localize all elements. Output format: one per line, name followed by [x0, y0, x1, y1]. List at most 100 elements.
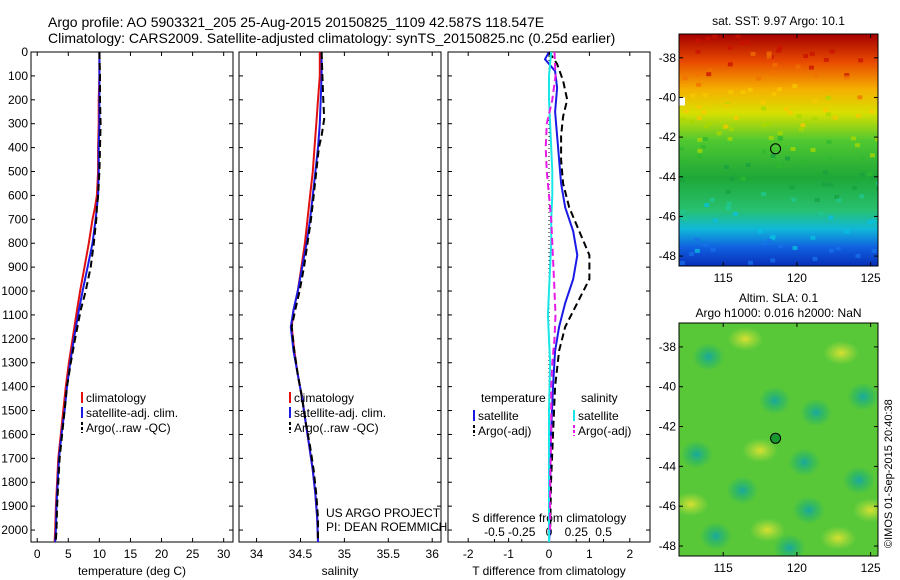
sla-low [842, 466, 875, 495]
map-x-tick-label: 125 [861, 271, 881, 285]
sst-pixel [703, 124, 709, 129]
sst-pixel [696, 115, 702, 120]
sst-pixel [770, 234, 776, 239]
sst-pixel [787, 110, 793, 115]
sst-pixel [695, 71, 701, 76]
legend-label: satellite-adj. clim. [294, 406, 386, 420]
y-tick-label: 1100 [2, 308, 28, 322]
legend-label: satellite-adj. clim. [86, 406, 178, 420]
sst-pixel [757, 229, 763, 234]
sst-pixel [855, 253, 861, 258]
sst-pixel [727, 45, 733, 50]
sst-pixel [762, 241, 768, 246]
sst-pixel [695, 38, 701, 43]
panel-difference: -2 -1 0 1 2T difference from climatology -0.5… [447, 51, 651, 578]
legend-label: climatology [86, 391, 146, 405]
sst-pixel [777, 131, 783, 136]
plot-frame-salinity [238, 51, 442, 543]
sst-pixel [772, 63, 778, 68]
map-x-tick-label: 120 [787, 271, 807, 285]
sst-pixel [727, 62, 733, 67]
legend-label: Argo(..raw -QC) [86, 421, 171, 435]
timestamp-stamp: ©IMOS 01-Sep-2015 20:40:38 [883, 399, 895, 548]
sst-pixel [726, 201, 732, 206]
sst-pixel [813, 73, 819, 78]
sst-pixel [823, 170, 829, 175]
credit-project: US ARGO PROJECT [326, 506, 441, 520]
x-tick-label: 20 [155, 547, 169, 561]
sst-pixel [680, 209, 686, 214]
sst-pixel [689, 119, 695, 124]
x-tick-label: 1 [586, 547, 593, 561]
legend-label: climatology [294, 391, 354, 405]
sst-pixel [818, 211, 824, 216]
sst-pixel [728, 127, 734, 132]
sla-high [852, 498, 878, 523]
s-tick-label: -0.5 [484, 525, 505, 539]
sst-pixel [761, 149, 767, 154]
sst-pixel [682, 76, 688, 81]
x-tick-label: 30 [217, 547, 231, 561]
sst-pixel [771, 92, 777, 97]
sst-pixel [870, 175, 876, 180]
sst-pixel [809, 51, 815, 56]
sst-pixel [858, 58, 864, 63]
series-salinity-argo-adj- [544, 51, 557, 530]
y-tick-label: 100 [8, 69, 28, 83]
plot-frame-temperature [30, 51, 234, 543]
sla-low [680, 440, 713, 469]
sst-pixel [771, 70, 777, 75]
argo-location-marker [770, 432, 782, 444]
sst-pixel [679, 260, 685, 265]
sla-high [820, 526, 857, 551]
sst-pixel [812, 256, 818, 261]
y-tick-label: 1200 [1, 332, 28, 346]
sst-pixel [869, 109, 875, 114]
sst-pixel [683, 109, 689, 114]
sst-pixel [733, 115, 739, 120]
legend-label: satellite [578, 409, 619, 423]
series-argo-raw-qc- [54, 51, 102, 540]
sst-pixel [706, 72, 712, 77]
sst-pixel [768, 135, 774, 140]
x-tick-label: 0 [34, 547, 41, 561]
sst-pixel [770, 153, 776, 158]
sst-pixel [857, 95, 863, 100]
sst-pixel [760, 99, 766, 104]
map-field-sst_map [679, 34, 878, 266]
legend-title-temperature: temperature [481, 391, 546, 405]
sst-pixel [694, 237, 700, 242]
sst-pixel [859, 156, 865, 161]
map-x-tick-label: 125 [861, 561, 881, 575]
sst-pixel [710, 247, 716, 252]
sst-pixel [859, 173, 865, 178]
sst-pixel [776, 87, 782, 92]
y-tick-label: 1400 [1, 380, 28, 394]
sla-low [758, 386, 791, 415]
y-tick-label: 200 [8, 93, 28, 107]
sst-pixel [876, 230, 878, 235]
y-tick-label: 700 [8, 212, 28, 226]
sst-pixel [747, 87, 753, 92]
series-satellite-adj-clim- [54, 52, 101, 543]
map-y-tick-label: -38 [659, 51, 677, 65]
sst-pixel [876, 186, 878, 191]
sst-pixel [854, 143, 860, 148]
sst-pixel [823, 57, 829, 62]
argo-location-marker [770, 143, 782, 155]
map-subtitle-sla_map: Argo h1000: 0.016 h2000: NaN [695, 306, 861, 320]
legend-label: Argo(..raw -QC) [294, 421, 379, 435]
sst-pixel [679, 177, 685, 182]
sst-pixel [690, 93, 696, 98]
x-tick-label: -2 [463, 547, 474, 561]
legend-label: satellite [478, 409, 519, 423]
x-tick-label: 34.5 [289, 547, 313, 561]
sst-pixel [814, 198, 820, 203]
x-tick-label: 35 [338, 547, 352, 561]
sst-pixel [679, 147, 685, 152]
sst-pixel [798, 127, 804, 132]
sst-pixel [812, 116, 818, 121]
sst-pixel [784, 156, 790, 161]
sst-pixel [826, 156, 832, 161]
